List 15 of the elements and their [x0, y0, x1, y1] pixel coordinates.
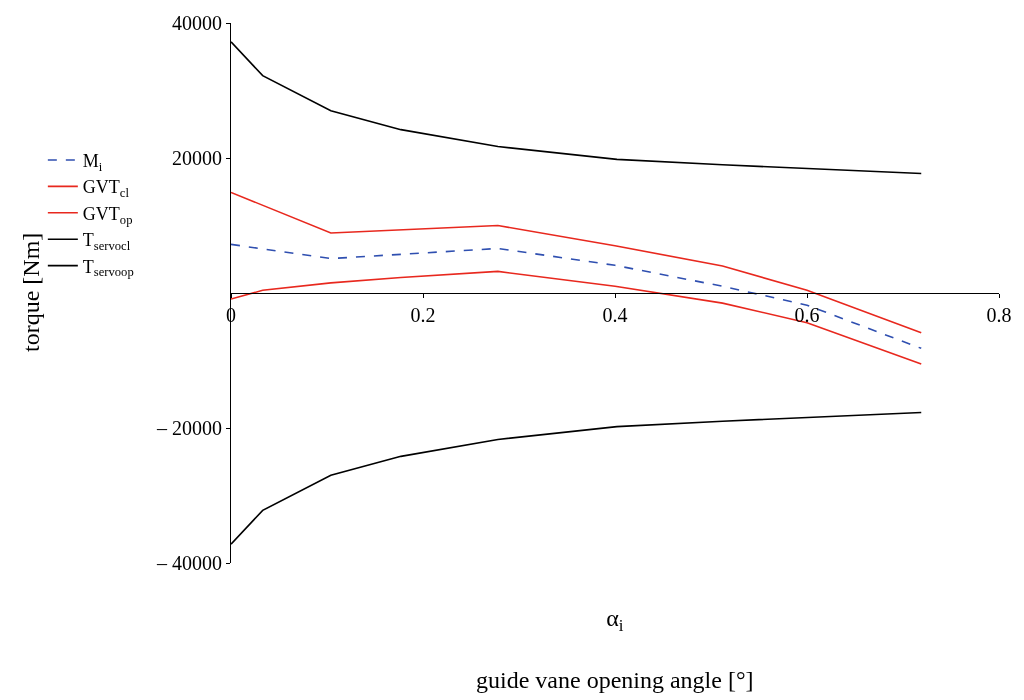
text: α$_{i}$ guide vane opening angle [°]: [476, 605, 754, 694]
y-tick-label: 20000: [171, 147, 222, 169]
legend-label: GVT$_{op}$: [82, 203, 133, 227]
legend-label: M$_{i}$: [82, 151, 103, 174]
legend-label: T$_{servocl}$: [82, 230, 131, 253]
y-tick-label: 40000: [171, 12, 222, 34]
x-tick-label: 0.4: [602, 304, 628, 327]
y-axis-title: torque [Nm]: [18, 232, 44, 352]
legend-label: T$_{servoop}$: [82, 256, 134, 280]
x-tick-label: 0.6: [794, 304, 820, 327]
y-tick-label: – 20000: [155, 417, 222, 439]
legend-label: GVT$_{cl}$: [82, 177, 130, 201]
x-tick-label: 0.8: [986, 304, 1012, 327]
x-tick-label: 0.2: [410, 304, 436, 327]
y-tick-label: – 40000: [155, 552, 222, 574]
